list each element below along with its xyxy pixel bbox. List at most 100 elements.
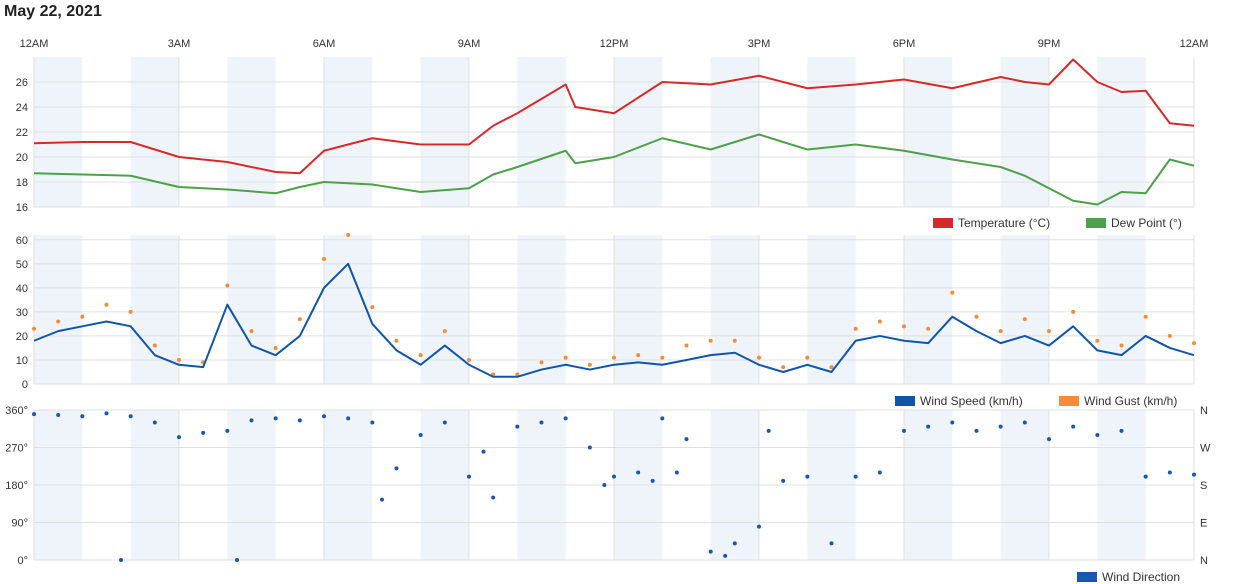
wind-direction-point	[418, 433, 423, 437]
wind-direction-point	[346, 416, 351, 421]
wind-direction-point	[104, 411, 109, 416]
wind-direction-point	[998, 424, 1003, 429]
wind-direction-point	[950, 420, 955, 425]
wind-direction-point	[684, 437, 689, 442]
wind-direction-point	[805, 474, 810, 479]
hour-band	[904, 235, 953, 384]
wind-gust-point	[515, 372, 520, 377]
hour-band	[710, 235, 759, 384]
wind-direction-point	[732, 541, 737, 546]
y-tick-label: 180°	[5, 480, 28, 492]
wind-gust-point	[322, 257, 326, 262]
x-tick-label: 3PM	[748, 38, 771, 50]
wind-direction-point	[322, 414, 326, 419]
y-tick-label: 24	[16, 102, 28, 114]
wind-gust-point	[1119, 343, 1124, 348]
wind-gust-point	[1167, 333, 1172, 338]
wind-direction-point	[515, 424, 520, 429]
wind-direction-point	[1071, 424, 1076, 429]
wind-gust-point	[539, 360, 544, 365]
y-tick-label: 60	[16, 235, 28, 247]
wind-gust-point	[660, 355, 665, 360]
legend-temperature-label: Temperature (°C)	[958, 216, 1050, 230]
wind-direction-point	[177, 435, 181, 440]
y-tick-label: 30	[16, 307, 28, 319]
legend-wind-speed-swatch	[895, 396, 915, 406]
wind-direction-point	[1022, 420, 1027, 425]
wind-direction-point	[1167, 470, 1172, 475]
wind-gust-point	[829, 365, 834, 370]
wind-direction-point	[249, 418, 254, 423]
wind-direction-point	[80, 414, 85, 419]
wind-gust-point	[612, 355, 616, 360]
page-title: May 22, 2021	[4, 3, 102, 20]
y-right-tick-label: N	[1200, 555, 1208, 567]
wind-direction-point	[128, 414, 133, 419]
legend-wind-gust-label: Wind Gust (km/h)	[1084, 394, 1177, 408]
legend-wind-gust-swatch	[1059, 396, 1079, 406]
wind-gust-point	[902, 324, 906, 329]
wind-gust-point	[442, 329, 447, 334]
wind-gust-point	[757, 355, 761, 360]
wind-gust-point	[805, 355, 810, 360]
wind-gust-point	[974, 314, 979, 319]
x-tick-label: 9AM	[458, 38, 481, 50]
legend-wind-direction-label: Wind Direction	[1102, 570, 1180, 584]
legend-temperature-swatch	[933, 218, 953, 228]
wind-direction-point	[587, 445, 592, 450]
wind-direction-point	[370, 420, 375, 425]
wind-direction-point	[491, 495, 496, 500]
wind-gust-point	[1071, 309, 1076, 314]
wind-direction-point	[974, 428, 979, 433]
wind-gust-point	[128, 309, 133, 314]
wind-gust-point	[467, 357, 471, 362]
y-tick-label: 90°	[11, 518, 28, 530]
y-right-tick-label: S	[1200, 480, 1207, 492]
y-right-tick-label: N	[1200, 405, 1208, 417]
y-tick-label: 270°	[5, 443, 28, 455]
hour-band	[807, 235, 856, 384]
wind-direction-point	[602, 483, 607, 487]
wind-direction-point	[650, 478, 655, 483]
wind-gust-point	[394, 338, 399, 343]
wind-direction-point	[297, 418, 302, 423]
wind-gust-point	[249, 329, 254, 334]
wind-direction-point	[1192, 472, 1196, 477]
wind-direction-point	[563, 416, 568, 421]
hour-band	[34, 235, 83, 384]
wind-direction-point	[926, 424, 931, 429]
x-tick-label: 12AM	[20, 38, 49, 50]
wind-gust-point	[273, 345, 278, 350]
y-tick-label: 26	[16, 77, 28, 89]
wind-gust-point	[346, 233, 351, 237]
legend-dewpoint-label: Dew Point (°)	[1111, 216, 1182, 230]
hour-band	[614, 235, 663, 384]
hour-band	[420, 235, 469, 384]
wind-direction-point	[902, 428, 906, 433]
y-tick-label: 50	[16, 259, 28, 271]
x-axis-ticks: 12AM 3AM 6AM 9AM 12PM 3PM 6PM 9PM 12AM	[20, 38, 1209, 50]
wind-direction-point	[119, 558, 123, 562]
wind-gust-point	[708, 338, 713, 343]
wind-gust-point	[370, 305, 375, 310]
y-tick-label: 20	[16, 331, 28, 343]
wind-direction-point	[481, 449, 486, 454]
wind-gust-point	[1143, 314, 1148, 319]
y-tick-label: 16	[16, 202, 28, 214]
wind-direction-point	[757, 524, 761, 529]
hour-band	[130, 235, 179, 384]
x-tick-label: 6AM	[313, 38, 336, 50]
y-tick-label: 22	[16, 127, 28, 139]
wind-gust-point	[1192, 341, 1196, 346]
y-tick-label: 0	[22, 379, 28, 391]
wind-direction-point	[708, 549, 713, 554]
hour-band	[227, 235, 276, 384]
wind-gust-point	[563, 355, 568, 360]
wind-gust-point	[684, 343, 689, 348]
y-tick-label: 10	[16, 355, 28, 367]
y-tick-label: 18	[16, 177, 28, 189]
wind-gust-point	[297, 317, 302, 322]
legend-dewpoint-swatch	[1086, 218, 1106, 228]
y-tick-label: 20	[16, 152, 28, 164]
